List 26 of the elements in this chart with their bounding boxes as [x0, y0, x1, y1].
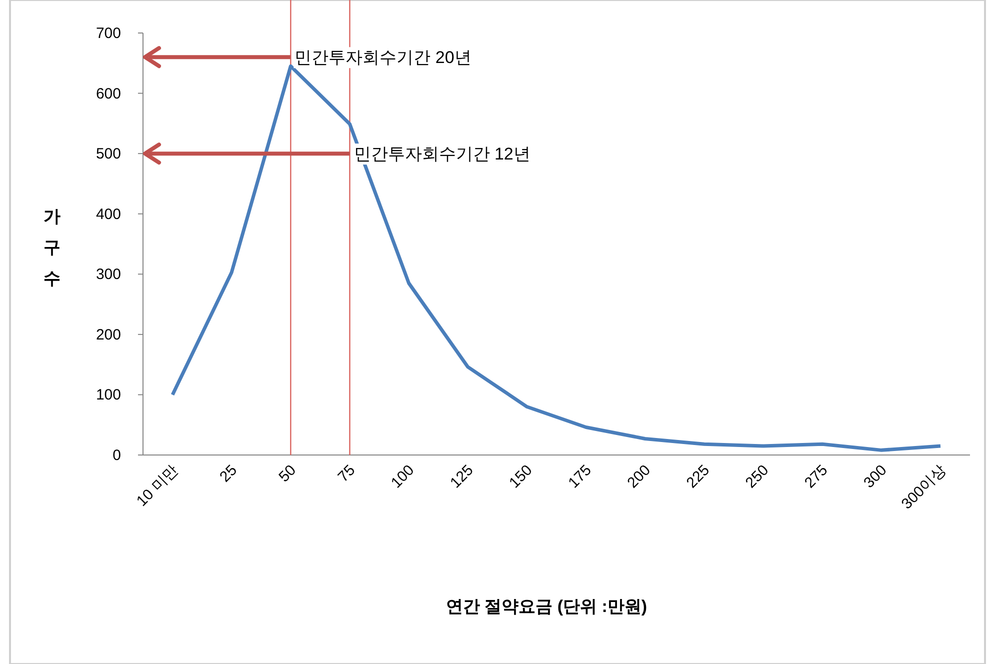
x-tick-label: 150: [506, 462, 536, 492]
x-tick-label: 200: [624, 462, 654, 492]
x-tick-label: 275: [801, 462, 832, 492]
x-tick-label: 125: [447, 462, 477, 492]
y-tick-label: 0: [112, 447, 121, 464]
y-tick-label: 700: [96, 25, 121, 42]
x-axis-title: 연간 절약요금 (단위 :만원): [446, 597, 648, 616]
x-tick-label: 225: [683, 462, 714, 492]
y-tick-label: 100: [96, 386, 121, 404]
y-tick-label: 400: [96, 206, 121, 223]
x-tick-label: 250: [742, 462, 772, 492]
annotation: 민간투자회수기간 20년: [294, 48, 472, 68]
x-tick-label: 175: [565, 462, 595, 492]
x-tick-label: 100: [388, 462, 418, 492]
x-tick-label: 25: [216, 462, 240, 486]
y-axis-title: 가구수: [44, 207, 60, 288]
y-tick-label: 600: [96, 85, 121, 102]
x-tick-label: 50: [276, 462, 300, 486]
y-tick-label: 500: [96, 146, 121, 163]
line-series: [170, 64, 942, 452]
y-tick-label: 200: [96, 326, 121, 344]
x-tick-label: 75: [334, 462, 359, 486]
x-tick-label: 10 미만: [133, 462, 182, 510]
x-tick-label: 300: [860, 462, 890, 492]
y-tick-label: 300: [96, 266, 121, 284]
annotation: 민간투자회수기간 12년: [354, 144, 530, 164]
